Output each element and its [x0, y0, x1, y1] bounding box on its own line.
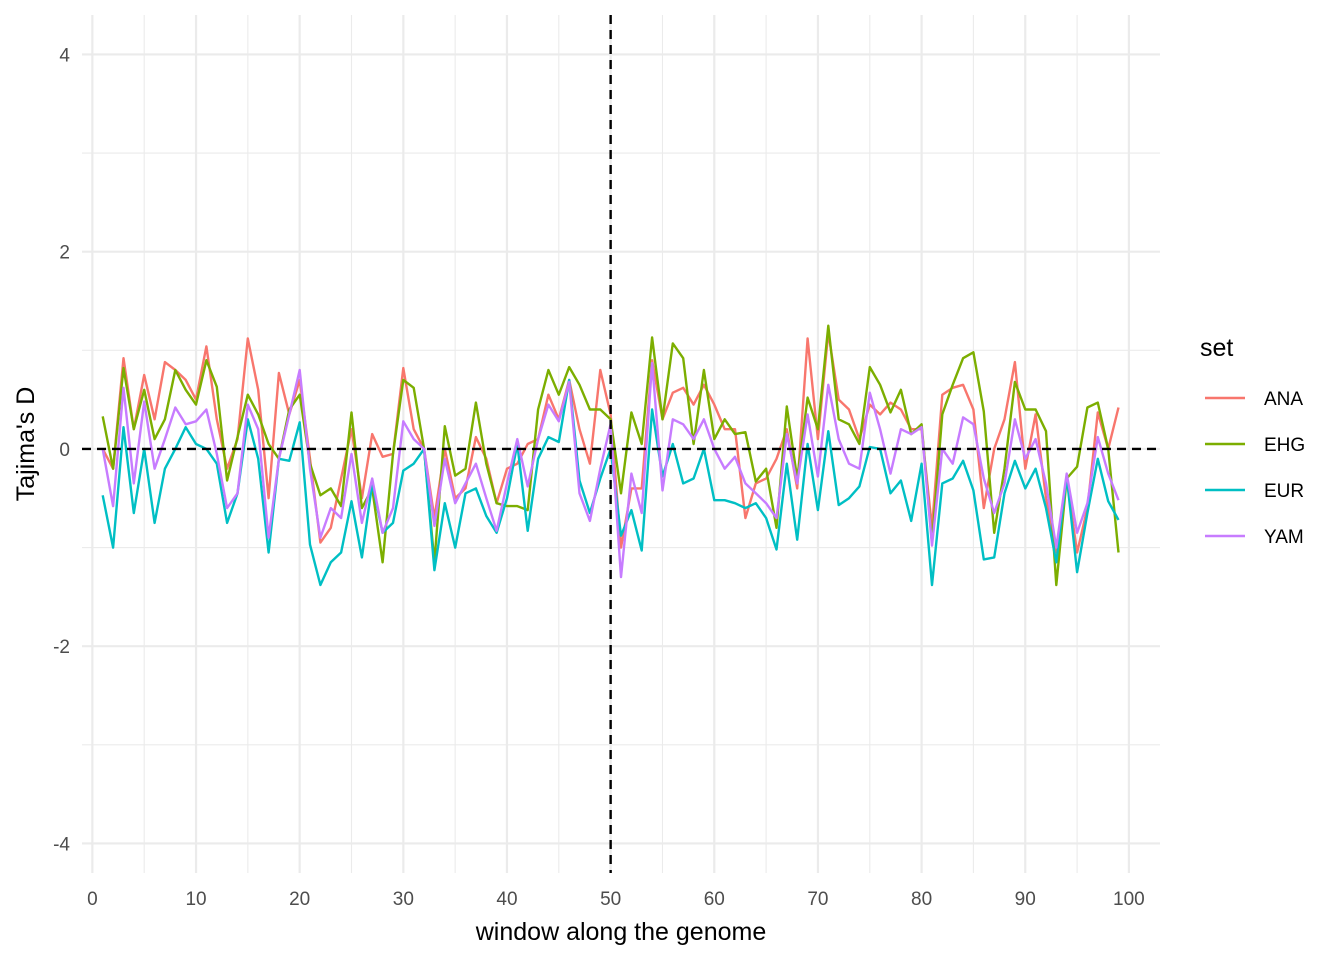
legend-label-yam: YAM: [1264, 527, 1304, 548]
x-tick-label: 50: [600, 889, 621, 910]
y-tick-label: -4: [53, 834, 70, 855]
series-line-ehg: [101, 324, 1120, 587]
legend-title: set: [1200, 334, 1233, 362]
x-tick-label: 0: [87, 889, 98, 910]
legend: set ANA EHG EUR YAM: [1200, 334, 1305, 548]
x-tick-label: 80: [911, 889, 932, 910]
x-tick-label: 100: [1113, 889, 1145, 910]
legend-label-eur: EUR: [1264, 481, 1304, 502]
x-tick-label: 90: [1015, 889, 1036, 910]
legend-label-ana: ANA: [1264, 389, 1303, 410]
legend-label-ehg: EHG: [1264, 435, 1305, 456]
tick-labels: 0 10 20 30 40 50 60 70 80 90 100 -4 -2 0 2 4: [53, 45, 1145, 910]
y-tick-label: -2: [53, 637, 70, 658]
y-axis-title: Tajima's D: [12, 387, 40, 502]
x-tick-label: 30: [393, 889, 414, 910]
y-tick-label: 4: [59, 45, 70, 66]
x-tick-label: 40: [496, 889, 517, 910]
series-line-ana: [101, 331, 1120, 554]
y-tick-label: 0: [59, 440, 70, 461]
x-tick-label: 10: [185, 889, 206, 910]
x-tick-label: 70: [807, 889, 828, 910]
y-tick-label: 2: [59, 243, 70, 264]
x-tick-label: 60: [704, 889, 725, 910]
reference-lines: [82, 15, 1160, 873]
x-tick-label: 20: [289, 889, 310, 910]
x-axis-title: window along the genome: [475, 918, 766, 946]
